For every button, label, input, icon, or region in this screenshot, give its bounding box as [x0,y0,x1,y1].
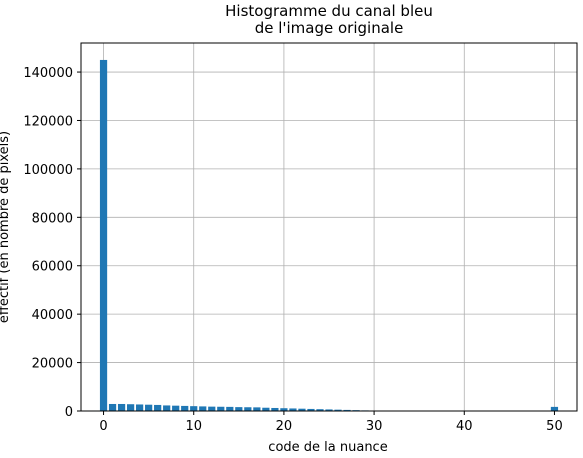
histogram-bar [145,404,153,411]
plot-frame [80,42,578,412]
histogram-bar [226,406,234,411]
histogram-bar [208,406,216,411]
histogram-bar [307,408,315,411]
x-tick-label: 50 [546,419,563,434]
y-tick-label: 120000 [23,114,73,129]
histogram-bar [244,407,252,411]
histogram-bar [117,403,126,411]
histogram-bar [316,409,324,411]
x-tick-label: 0 [99,419,107,434]
histogram-bar [136,404,144,411]
grid [81,43,577,412]
y-tick-label: 0 [65,405,73,420]
histogram-bar [199,406,207,411]
histogram-bar [271,407,279,411]
y-tick-label: 140000 [23,66,73,81]
y-axis-ticks: 0 20000 40000 60000 80000 100000 120000 140000 [23,66,81,420]
x-tick-label: 20 [276,419,293,434]
histogram-bar [108,403,117,411]
y-tick-label: 80000 [32,211,73,226]
y-tick-label: 40000 [32,308,73,323]
histogram-bar [325,409,333,411]
y-axis-label: effectif (en nombre de pixels) [0,131,12,323]
histogram-bar [262,407,270,411]
x-axis-ticks: 0 10 20 30 40 50 [99,411,563,434]
histogram-bar [181,405,189,411]
histogram-bar [235,407,243,411]
histogram-bar [154,404,162,411]
x-tick-label: 30 [366,419,383,434]
x-axis-label: code de la nuance [268,440,387,455]
histogram-bar [289,408,297,411]
chart-title-line-2: de l'image originale [255,19,404,37]
histogram-bar [334,409,342,411]
histogram-bar [172,405,180,411]
histogram-bar [217,406,225,411]
y-tick-label: 60000 [32,260,73,275]
x-tick-label: 40 [456,419,473,434]
chart-title-line-1: Histogramme du canal bleu [225,2,433,20]
histogram-bar [99,59,108,412]
x-tick-label: 10 [185,419,202,434]
bars [99,59,559,412]
histogram-bar [190,406,198,411]
histogram-bar [550,406,559,411]
histogram-bar [298,408,306,411]
histogram-bar [253,407,261,411]
y-tick-label: 20000 [32,357,73,372]
histogram-bar [280,408,288,411]
histogram-bar [126,404,135,411]
y-tick-label: 100000 [23,163,73,178]
histogram-bar [163,405,171,411]
histogram-bar [343,409,351,411]
